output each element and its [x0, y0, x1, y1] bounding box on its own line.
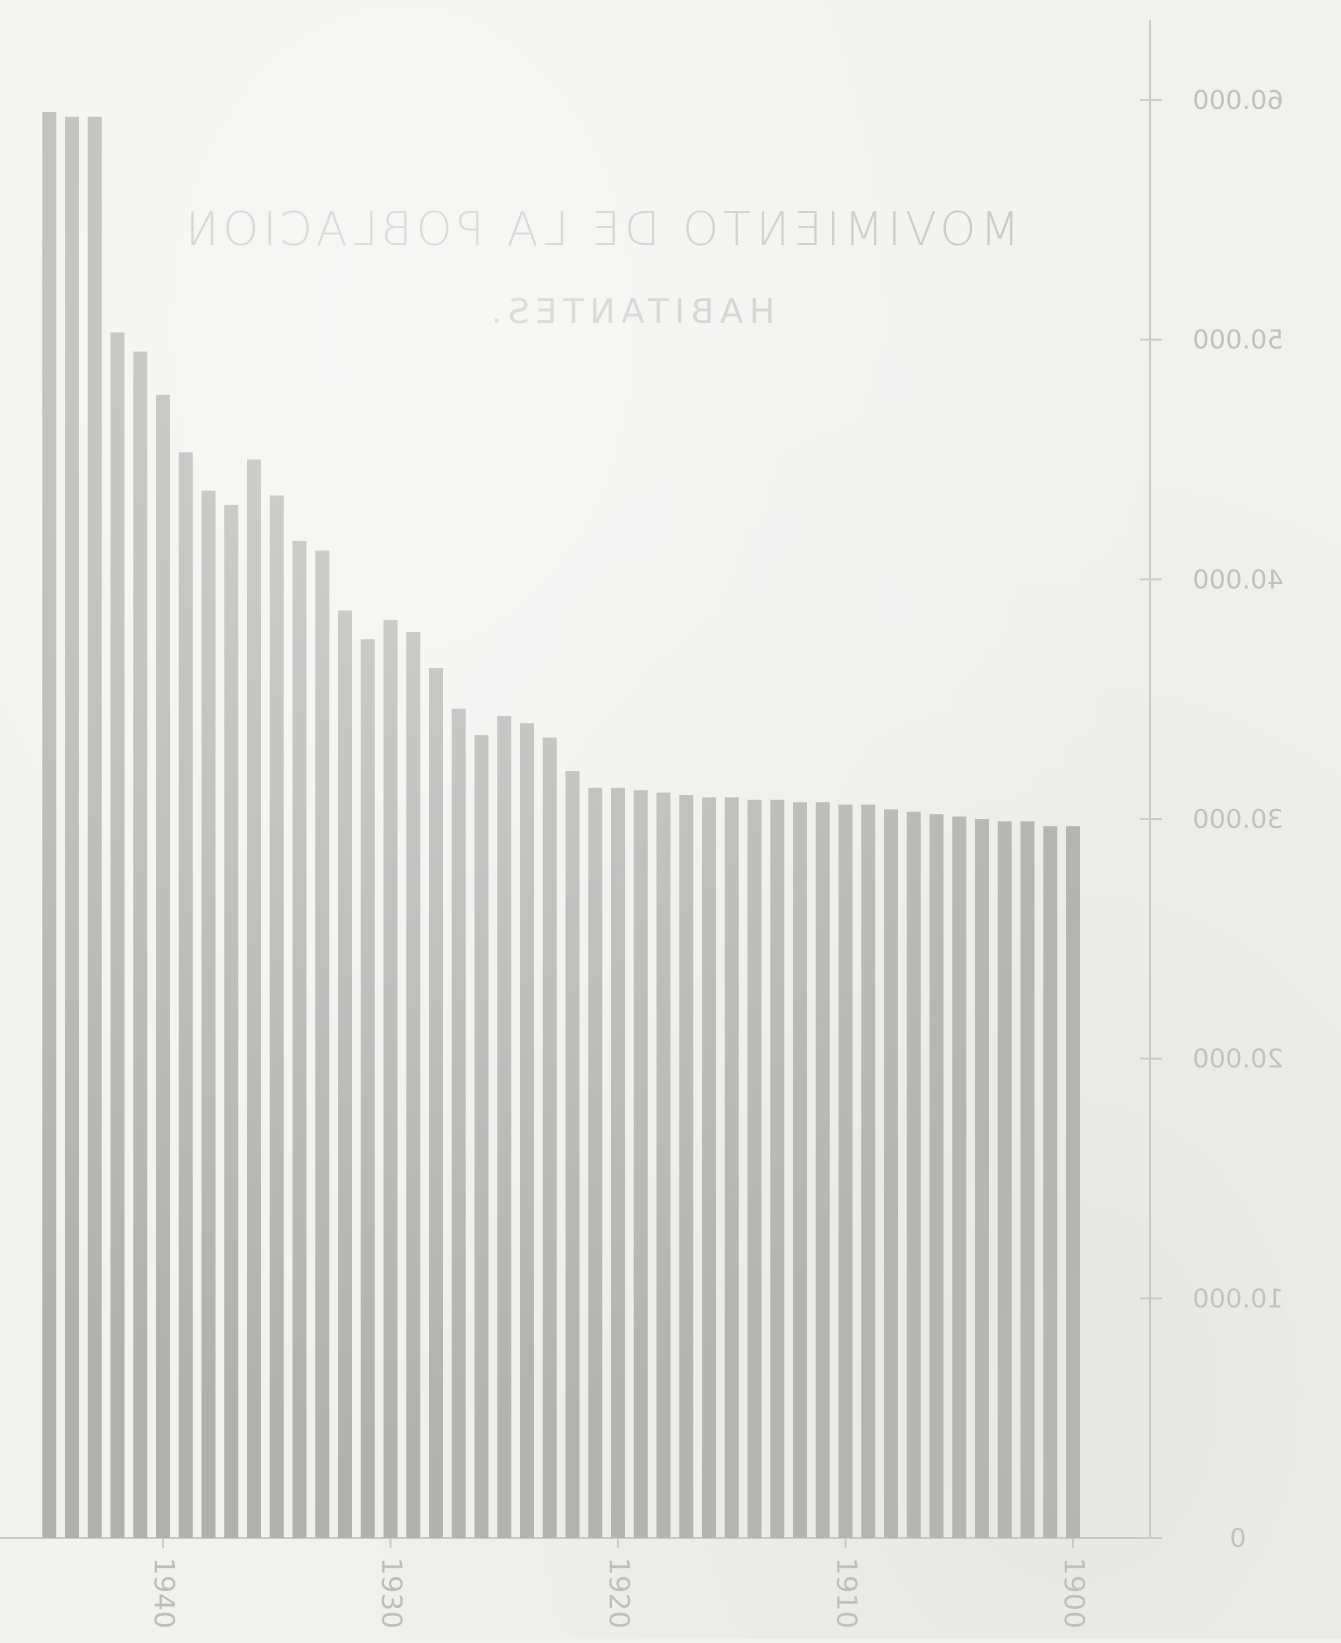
bar — [702, 797, 716, 1538]
y-tick-label: 10.000 — [1193, 1284, 1284, 1314]
bar — [679, 795, 694, 1538]
chart-title: MOVIMIENTO DE LA POBLACION — [180, 202, 1019, 256]
bar — [906, 811, 921, 1538]
bar — [633, 790, 648, 1538]
bar — [747, 799, 762, 1538]
bar — [975, 819, 989, 1538]
bar — [224, 505, 239, 1539]
bar — [815, 802, 830, 1538]
bar — [929, 814, 944, 1538]
bar — [42, 111, 57, 1539]
y-tick-label: 20.000 — [1193, 1045, 1284, 1075]
bar — [360, 639, 375, 1538]
bar — [497, 715, 512, 1538]
bar — [861, 804, 876, 1538]
bar — [884, 809, 898, 1538]
bar — [1043, 826, 1058, 1538]
x-tick-label: 1900 — [1058, 1557, 1091, 1628]
bar — [770, 799, 785, 1538]
bar — [565, 771, 580, 1538]
bar — [338, 610, 352, 1538]
bar — [520, 723, 534, 1538]
x-tick-label: 1930 — [376, 1557, 409, 1628]
bar — [656, 792, 671, 1538]
y-tick-label: 40.000 — [1193, 565, 1284, 595]
bar — [269, 495, 284, 1539]
bar — [1020, 821, 1035, 1538]
y-tick-label: 0 — [1230, 1524, 1247, 1554]
bar — [65, 116, 79, 1539]
bar — [156, 394, 170, 1538]
y-axis-ticks: 0 10.000 20.000 30.000 40.000 50.000 60.000 — [1140, 86, 1283, 1554]
bar — [724, 797, 739, 1538]
bar — [110, 332, 125, 1538]
bar — [406, 632, 421, 1538]
bar — [178, 452, 193, 1538]
bar — [542, 737, 557, 1538]
x-tick-label: 1920 — [603, 1557, 636, 1628]
bar — [315, 550, 330, 1538]
y-tick-label: 60.000 — [1193, 86, 1284, 116]
y-tick-label: 50.000 — [1193, 326, 1284, 356]
bar — [451, 708, 466, 1538]
bar — [133, 351, 148, 1538]
bar — [383, 620, 398, 1538]
bar — [87, 116, 102, 1539]
bar — [1066, 826, 1080, 1538]
bar — [997, 821, 1012, 1538]
chart-subtitle: HABITANTES. — [485, 292, 775, 332]
bar — [611, 787, 625, 1538]
bar — [474, 735, 489, 1538]
y-tick-label: 30.000 — [1193, 805, 1284, 835]
bars — [42, 111, 1080, 1539]
bar — [429, 668, 443, 1538]
x-axis-ticks: 1900 1910 1920 1930 1940 — [148, 1538, 1091, 1629]
bar — [952, 816, 967, 1538]
bar — [588, 787, 603, 1538]
bar — [201, 490, 216, 1538]
bar — [793, 802, 807, 1538]
x-tick-label: 1940 — [148, 1557, 181, 1628]
x-tick-label: 1910 — [831, 1557, 864, 1628]
bar — [292, 540, 307, 1538]
bar — [838, 804, 853, 1538]
bar — [247, 459, 261, 1538]
